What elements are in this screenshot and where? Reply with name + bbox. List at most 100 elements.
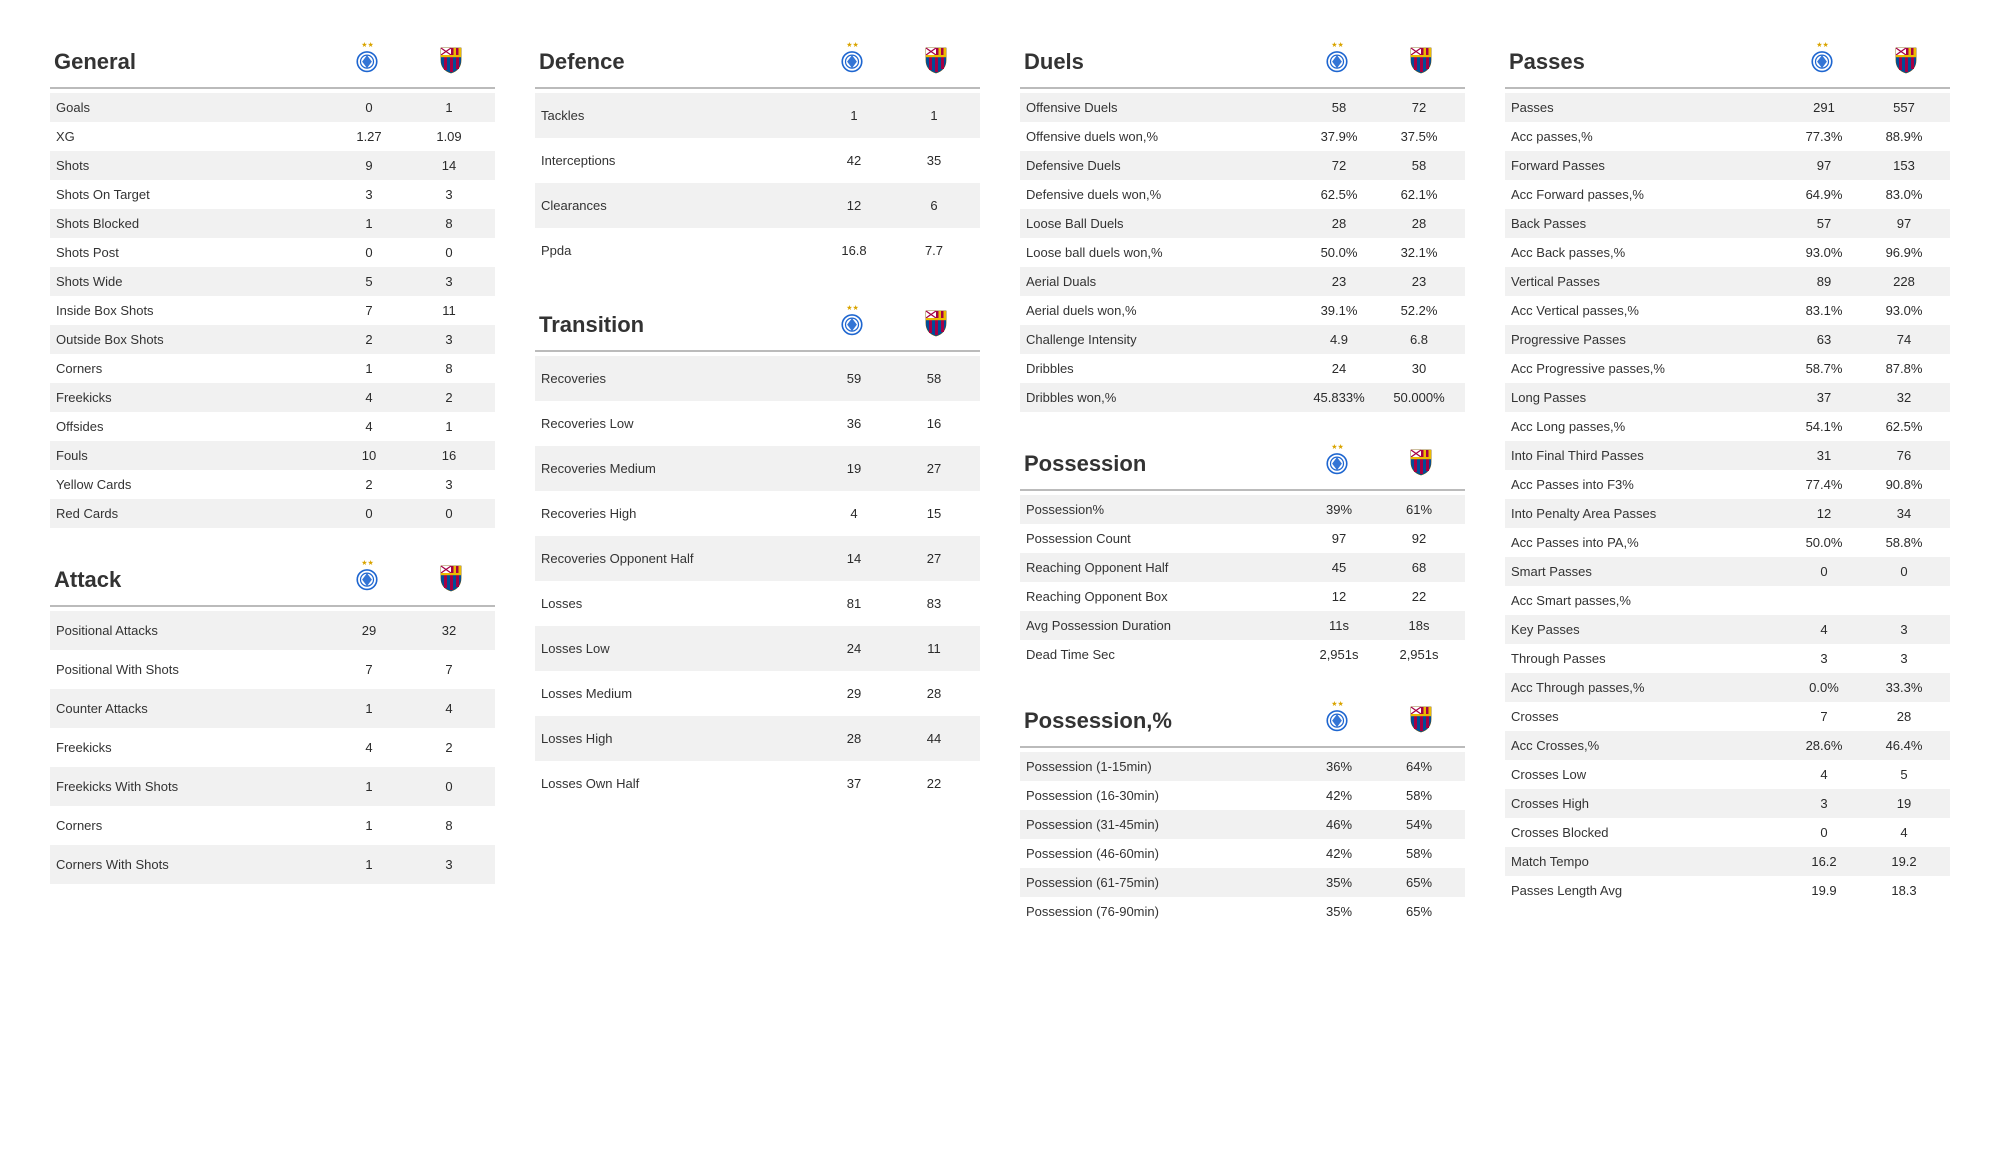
stat-home-value: 1 — [329, 857, 409, 872]
stat-home-value: 46% — [1299, 817, 1379, 832]
stat-home-value: 16.8 — [814, 243, 894, 258]
stat-row: Possession (1-15min) 36% 64% — [1020, 752, 1465, 781]
stat-home-value: 42% — [1299, 846, 1379, 861]
stat-row: Positional With Shots 7 7 — [50, 650, 495, 689]
stat-away-value: 62.1% — [1379, 187, 1459, 202]
away-crest-icon — [1409, 705, 1433, 733]
stat-label: Loose Ball Duels — [1026, 216, 1299, 231]
stat-away-value: 64% — [1379, 759, 1459, 774]
stat-home-value: 50.0% — [1299, 245, 1379, 260]
stat-row: Red Cards 0 0 — [50, 499, 495, 528]
home-crest-icon: ★ ★ — [839, 310, 865, 336]
section-title: General — [54, 49, 323, 75]
stat-row: Acc Long passes,% 54.1% 62.5% — [1505, 412, 1950, 441]
stat-label: Shots On Target — [56, 187, 329, 202]
stat-label: Losses — [541, 596, 814, 611]
stat-row: Possession (46-60min) 42% 58% — [1020, 839, 1465, 868]
stat-away-value: 11 — [894, 641, 974, 656]
stat-away-value: 3 — [409, 187, 489, 202]
stat-away-value: 35 — [894, 153, 974, 168]
stat-row: Ppda 16.8 7.7 — [535, 228, 980, 273]
stat-row: Smart Passes 0 0 — [1505, 557, 1950, 586]
stat-row: Freekicks 4 2 — [50, 383, 495, 412]
stat-row: Shots On Target 3 3 — [50, 180, 495, 209]
section-title: Possession,% — [1024, 708, 1293, 734]
stat-label: Aerial Duals — [1026, 274, 1299, 289]
stat-row: Recoveries 59 58 — [535, 356, 980, 401]
stat-row: Into Final Third Passes 31 76 — [1505, 441, 1950, 470]
stat-home-value: 37.9% — [1299, 129, 1379, 144]
stat-label: Offensive Duels — [1026, 100, 1299, 115]
stat-away-value: 557 — [1864, 100, 1944, 115]
stat-away-value: 52.2% — [1379, 303, 1459, 318]
stat-label: Dead Time Sec — [1026, 647, 1299, 662]
stat-home-value: 59 — [814, 371, 894, 386]
stat-row: Progressive Passes 63 74 — [1505, 325, 1950, 354]
stat-row: Acc Smart passes,% — [1505, 586, 1950, 615]
stat-row: XG 1.27 1.09 — [50, 122, 495, 151]
stat-away-value: 11 — [409, 303, 489, 318]
stat-label: Back Passes — [1511, 216, 1784, 231]
stat-label: Recoveries Low — [541, 416, 814, 431]
stat-home-value: 29 — [814, 686, 894, 701]
stat-label: Acc Back passes,% — [1511, 245, 1784, 260]
column-1: General ★ ★ Goals 0 1 — [50, 40, 495, 926]
stat-row: Corners 1 8 — [50, 354, 495, 383]
stat-row: Passes 291 557 — [1505, 93, 1950, 122]
stat-home-value: 72 — [1299, 158, 1379, 173]
stat-home-value: 24 — [814, 641, 894, 656]
stats-page: General ★ ★ Goals 0 1 — [50, 40, 1950, 926]
stat-label: Acc Progressive passes,% — [1511, 361, 1784, 376]
stat-away-value: 14 — [409, 158, 489, 173]
stat-away-value: 50.000% — [1379, 390, 1459, 405]
stat-label: Acc Long passes,% — [1511, 419, 1784, 434]
stat-row: Freekicks With Shots 1 0 — [50, 767, 495, 806]
section-header: Defence ★ ★ — [535, 40, 980, 89]
stat-label: Recoveries High — [541, 506, 814, 521]
stat-label: Acc Forward passes,% — [1511, 187, 1784, 202]
stat-label: Crosses High — [1511, 796, 1784, 811]
stat-home-value: 50.0% — [1784, 535, 1864, 550]
stat-away-value: 72 — [1379, 100, 1459, 115]
stat-away-value: 87.8% — [1864, 361, 1944, 376]
stat-label: Key Passes — [1511, 622, 1784, 637]
stat-row: Acc Through passes,% 0.0% 33.3% — [1505, 673, 1950, 702]
stat-label: Shots Wide — [56, 274, 329, 289]
stat-home-value: 1 — [329, 779, 409, 794]
section-rows: Positional Attacks 29 32 Positional With… — [50, 611, 495, 884]
stat-away-value: 3 — [409, 332, 489, 347]
away-crest-icon — [1409, 46, 1433, 74]
stat-home-value: 5 — [329, 274, 409, 289]
stat-label: Dribbles won,% — [1026, 390, 1299, 405]
stat-away-value: 46.4% — [1864, 738, 1944, 753]
section-title: Attack — [54, 567, 323, 593]
stat-label: Into Final Third Passes — [1511, 448, 1784, 463]
stat-label: Vertical Passes — [1511, 274, 1784, 289]
away-crest-icon — [924, 309, 948, 337]
stat-row: Recoveries Low 36 16 — [535, 401, 980, 446]
stat-away-value: 90.8% — [1864, 477, 1944, 492]
stat-away-value: 54% — [1379, 817, 1459, 832]
stat-home-value: 11s — [1299, 618, 1379, 633]
stat-away-value: 65% — [1379, 904, 1459, 919]
away-crest-icon — [924, 46, 948, 74]
section-header: Possession,% ★ ★ — [1020, 699, 1465, 748]
stat-away-value: 7.7 — [894, 243, 974, 258]
stat-label: Ppda — [541, 243, 814, 258]
stat-away-value: 58 — [894, 371, 974, 386]
stat-home-value: 24 — [1299, 361, 1379, 376]
stat-row: Positional Attacks 29 32 — [50, 611, 495, 650]
stat-home-value: 28 — [1299, 216, 1379, 231]
stat-home-value: 35% — [1299, 875, 1379, 890]
stat-home-value: 2 — [329, 332, 409, 347]
column-4: Passes ★ ★ Passes 291 557 — [1505, 40, 1950, 926]
stat-away-value: 32.1% — [1379, 245, 1459, 260]
stat-home-value: 2 — [329, 477, 409, 492]
stat-away-value: 93.0% — [1864, 303, 1944, 318]
stat-label: Possession (61-75min) — [1026, 875, 1299, 890]
stat-label: Corners — [56, 361, 329, 376]
section-transition: Transition ★ ★ Recoveries 59 5 — [535, 303, 980, 806]
stat-away-value: 23 — [1379, 274, 1459, 289]
stat-row: Interceptions 42 35 — [535, 138, 980, 183]
stat-row: Loose Ball Duels 28 28 — [1020, 209, 1465, 238]
